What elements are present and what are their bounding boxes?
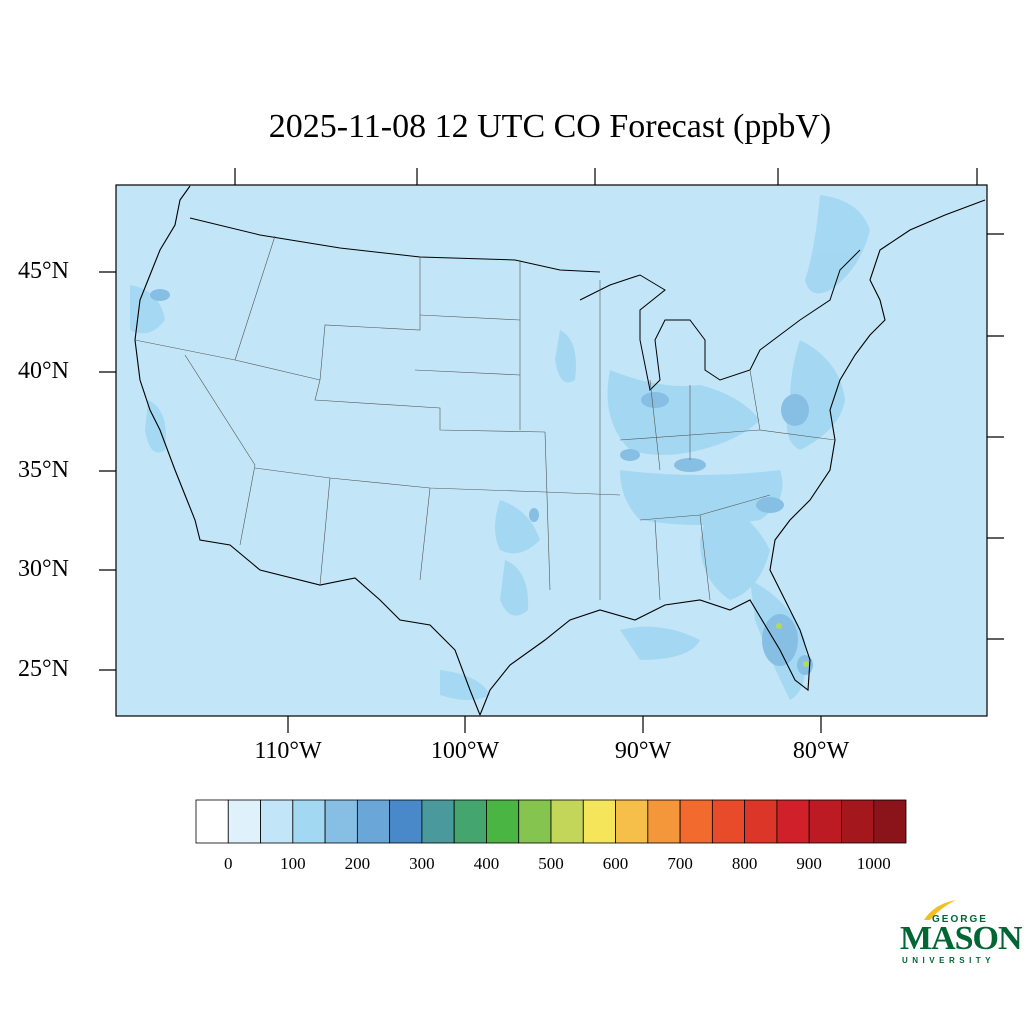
colorbar-swatch (518, 799, 552, 844)
colorbar-swatch (421, 799, 455, 844)
gmu-logo: GEORGE MASON UNIVERSITY (896, 898, 1023, 968)
colorbar-swatch (776, 799, 810, 844)
colorbar-label: 900 (796, 854, 822, 873)
latitude-label-30n: 30°N (18, 556, 69, 582)
colorbar-swatch (744, 799, 778, 844)
colorbar-swatch (711, 799, 746, 844)
co-peak-values (776, 623, 809, 667)
colorbar-swatch (615, 799, 649, 844)
colorbar-label: 700 (667, 854, 693, 873)
latitude-label-25n: 25°N (18, 656, 69, 682)
longitude-label-100w: 100°W (430, 738, 500, 764)
longitude-label-90w: 90°W (614, 738, 672, 764)
colorbar-label: 600 (602, 854, 629, 873)
logo-mason-text: MASON (900, 920, 1023, 957)
colorbar-swatch (389, 799, 423, 844)
colorbar-label: 400 (473, 854, 500, 873)
latitude-label-45n: 45°N (18, 258, 69, 284)
latitude-label-40n: 40°N (18, 358, 69, 384)
latitude-label-35n: 35°N (18, 457, 69, 483)
colorbar-label: 100 (280, 854, 306, 873)
map-frame (115, 184, 988, 717)
colorbar-label: 800 (731, 854, 758, 873)
longitude-label-80w: 80°W (792, 738, 850, 764)
colorbar-swatch (486, 799, 520, 844)
coastline (134, 185, 986, 716)
logo-flame-icon (924, 900, 956, 920)
co-hotspots (150, 289, 813, 675)
colorbar-swatch (647, 799, 681, 844)
colorbar-label: 300 (409, 854, 435, 873)
colorbar-swatch (841, 799, 875, 844)
state-borders (134, 235, 836, 601)
colorbar-swatch (324, 799, 358, 844)
colorbar-swatch (260, 799, 294, 844)
map-ticks (99, 168, 1004, 733)
colorbar-swatch (582, 799, 616, 844)
colorbar-swatch (195, 799, 229, 844)
colorbar-swatch (808, 799, 842, 844)
colorbar-label: 0 (224, 854, 233, 873)
colorbar-swatch (227, 799, 261, 844)
colorbar-swatch (356, 799, 391, 844)
colorbar-swatch (873, 799, 907, 844)
colorbar-swatch (453, 799, 487, 844)
logo-university-text: UNIVERSITY (902, 956, 996, 965)
map-title: 2025-11-08 12 UTC CO Forecast (ppbV) (268, 108, 832, 145)
colorbar-label: 200 (344, 854, 371, 873)
longitude-label-110w: 110°W (254, 738, 322, 764)
colorbar-label: 1000 (856, 854, 891, 873)
logo-george-text: GEORGE (932, 914, 988, 925)
colorbar-label: 500 (538, 854, 564, 873)
colorbar-swatch (550, 799, 584, 844)
colorbar-swatch (292, 799, 326, 844)
colorbar-swatch (679, 799, 713, 844)
